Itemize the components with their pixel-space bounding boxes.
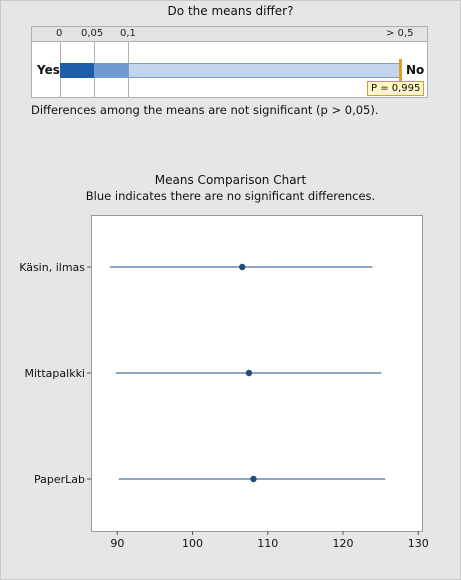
category-label: Mittapalkki: [25, 367, 86, 380]
chart-subtitle: Blue indicates there are no significant …: [85, 189, 376, 203]
x-tick-label: 110: [257, 537, 278, 550]
mean-point: [245, 369, 253, 377]
category-label: PaperLab: [34, 473, 85, 486]
pvalue-tick-strip: 0 0,05 0,1 > 0,5: [32, 27, 427, 42]
category-label: Käsin, ilmas: [19, 261, 85, 274]
pvalue-tick-005: 0,05: [81, 28, 104, 39]
x-tick-label: 120: [333, 537, 354, 550]
x-tick-label: 100: [182, 537, 203, 550]
pvalue-tick-01: 0,1: [120, 28, 136, 39]
pvalue-marker: [399, 59, 402, 81]
mean-point: [239, 263, 246, 271]
x-tick-label: 130: [408, 537, 429, 550]
x-tick-label: 90: [110, 537, 124, 550]
pvalue-segment-marginal: [94, 63, 128, 78]
pvalue-segment-significant: [60, 63, 94, 78]
no-label: No: [406, 63, 425, 77]
significance-text: Differences among the means are not sign…: [31, 103, 379, 117]
pvalue-tick-05: > 0,5: [386, 28, 414, 39]
pvalue-bar-panel: 0 0,05 0,1 > 0,5 Yes No P = 0,995: [31, 26, 428, 98]
pvalue-label: P = 0,995: [367, 81, 425, 96]
pvalue-title: Do the means differ?: [167, 4, 294, 18]
pvalue-tick-0: 0: [56, 28, 63, 39]
chart-title: Means Comparison Chart: [154, 173, 307, 187]
mean-point: [250, 475, 257, 483]
yes-label: Yes: [37, 63, 60, 77]
